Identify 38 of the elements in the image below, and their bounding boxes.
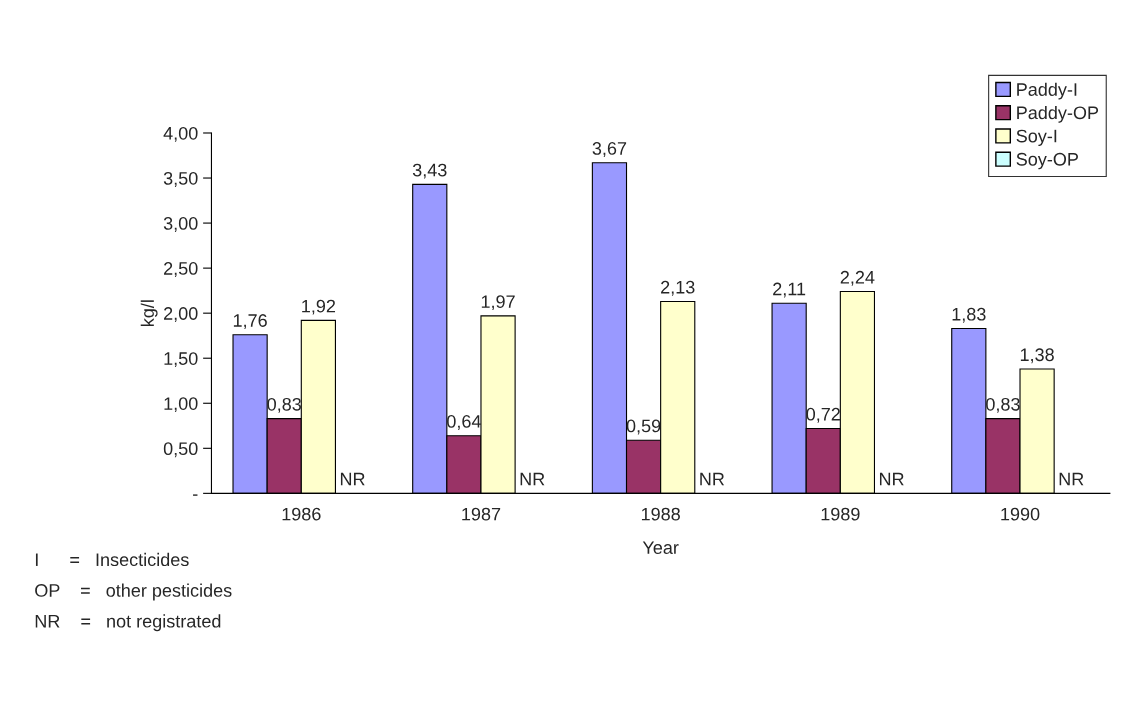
data-label: 1,97 — [481, 295, 515, 311]
y-tick-label: 2,50 — [164, 262, 198, 277]
text: NR — [520, 472, 545, 486]
legend-label: Soy-I — [1016, 129, 1057, 146]
data-label: 1,38 — [1020, 348, 1054, 364]
text: NR — [1059, 472, 1084, 486]
legend-label: Paddy-I — [1017, 82, 1077, 100]
x-axis-title: Year — [642, 541, 679, 554]
data-label: 3,43 — [412, 163, 447, 179]
text: NR — [879, 472, 904, 486]
data-label: 1,92 — [302, 299, 336, 315]
x-tick-label: 1990 — [1001, 507, 1040, 521]
text: I = Insecticides — [35, 552, 189, 567]
data-label: 2,13 — [661, 280, 695, 296]
y-tick-label: 0,50 — [163, 442, 198, 458]
x-tick-label: 1988 — [641, 507, 680, 521]
y-tick-label: 4,00 — [163, 126, 198, 142]
text: NR = not registrated — [35, 614, 221, 632]
text: OP = other pesticides — [35, 583, 232, 601]
text: NR — [700, 472, 725, 486]
y-tick-label: - — [193, 494, 198, 496]
x-tick-label: 1987 — [462, 507, 501, 521]
y-tick-label: 2,00 — [164, 307, 198, 323]
data-label: 1,76 — [233, 314, 267, 330]
y-tick-label: 3,50 — [163, 171, 198, 187]
y-tick-label: 1,00 — [164, 397, 198, 413]
y-tick-label: 1,50 — [164, 352, 198, 368]
legend-label: Paddy-OP — [1017, 105, 1099, 123]
x-tick-label: 1986 — [282, 507, 321, 521]
y-axis-title: kg/l — [140, 300, 158, 326]
y-tick-label: 3,00 — [163, 217, 198, 232]
legend-label: Soy-OP — [1016, 152, 1078, 170]
data-label: 3,67 — [592, 142, 627, 157]
data-label: 1,83 — [952, 307, 986, 323]
x-tick-label: 1989 — [821, 507, 860, 521]
data-label: 2,11 — [773, 282, 806, 298]
data-label: 2,24 — [840, 270, 875, 286]
text: NR — [340, 472, 365, 486]
